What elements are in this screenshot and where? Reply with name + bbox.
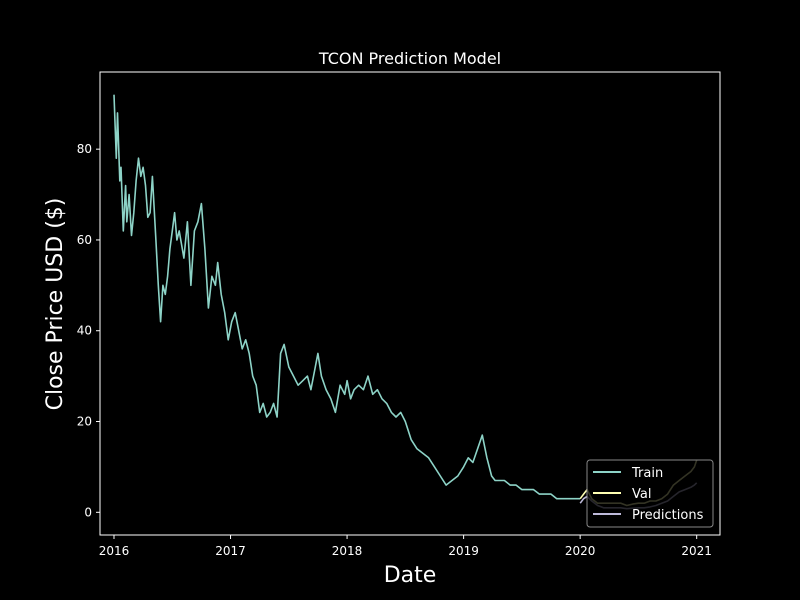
x-tick-label: 2017 (215, 544, 246, 558)
legend-box (586, 459, 714, 528)
x-tick-label: 2018 (332, 544, 363, 558)
legend-label-train: Train (631, 466, 663, 481)
x-axis-label: Date (384, 563, 437, 588)
y-tick-label: 0 (84, 505, 92, 519)
y-tick-label: 20 (77, 415, 92, 429)
x-tick-label: 2016 (99, 544, 130, 558)
x-tick-label: 2021 (681, 544, 712, 558)
y-axis: 0 20 40 60 80 (77, 142, 100, 519)
y-tick-label: 60 (77, 233, 92, 247)
legend-label-predictions: Predictions (632, 508, 704, 523)
legend-label-val: Val (632, 487, 651, 502)
series-line-train (113, 94, 581, 500)
x-tick-label: 2019 (448, 544, 479, 558)
y-tick-label: 40 (77, 324, 92, 338)
plot-frame (99, 71, 721, 536)
y-tick-label: 80 (77, 142, 92, 156)
chart-title: TCON Prediction Model (318, 49, 501, 68)
legend: Train Val Predictions (586, 459, 714, 528)
y-axis-label: Close Price USD ($) (43, 198, 68, 411)
x-axis: 2016 2017 2018 2019 2020 2021 (99, 535, 712, 558)
x-tick-label: 2020 (565, 544, 596, 558)
